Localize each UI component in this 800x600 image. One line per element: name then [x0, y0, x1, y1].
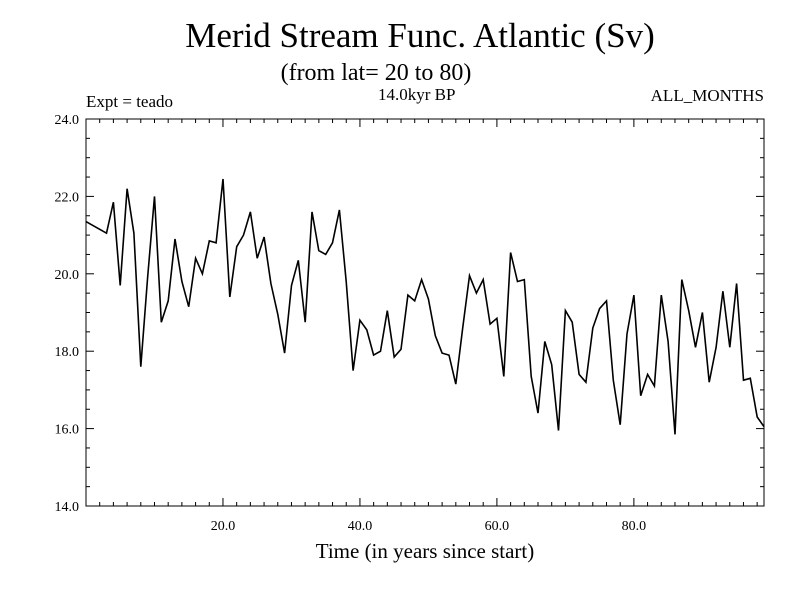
- y-tick-label: 18.0: [55, 345, 80, 360]
- x-axis-tick-labels: 20.0 40.0 60.0 80.0: [211, 519, 646, 534]
- y-tick-label: 22.0: [55, 190, 80, 205]
- x-tick-label: 80.0: [622, 519, 647, 534]
- y-tick-label: 14.0: [55, 500, 80, 515]
- months-label: ALL_MONTHS: [650, 86, 764, 105]
- period-label: 14.0kyr BP: [378, 85, 456, 104]
- y-tick-label: 20.0: [55, 268, 80, 283]
- x-tick-label: 20.0: [211, 519, 236, 534]
- axis-ticks: [86, 118, 764, 507]
- series-line: [85, 178, 765, 435]
- experiment-label: Expt = teado: [86, 92, 174, 111]
- y-tick-label: 24.0: [55, 113, 80, 128]
- y-tick-label: 16.0: [55, 423, 80, 438]
- chart-subtitle: (from lat= 20 to 80): [280, 60, 472, 86]
- x-tick-label: 60.0: [485, 519, 510, 534]
- x-tick-label: 40.0: [348, 519, 373, 534]
- y-axis-tick-labels: 14.0 16.0 18.0 20.0 22.0 24.0: [55, 113, 80, 515]
- x-axis-label: Time (in years since start): [316, 539, 535, 563]
- chart-title: Merid Stream Func. Atlantic (Sv): [185, 16, 655, 55]
- plot-frame: [85, 118, 765, 507]
